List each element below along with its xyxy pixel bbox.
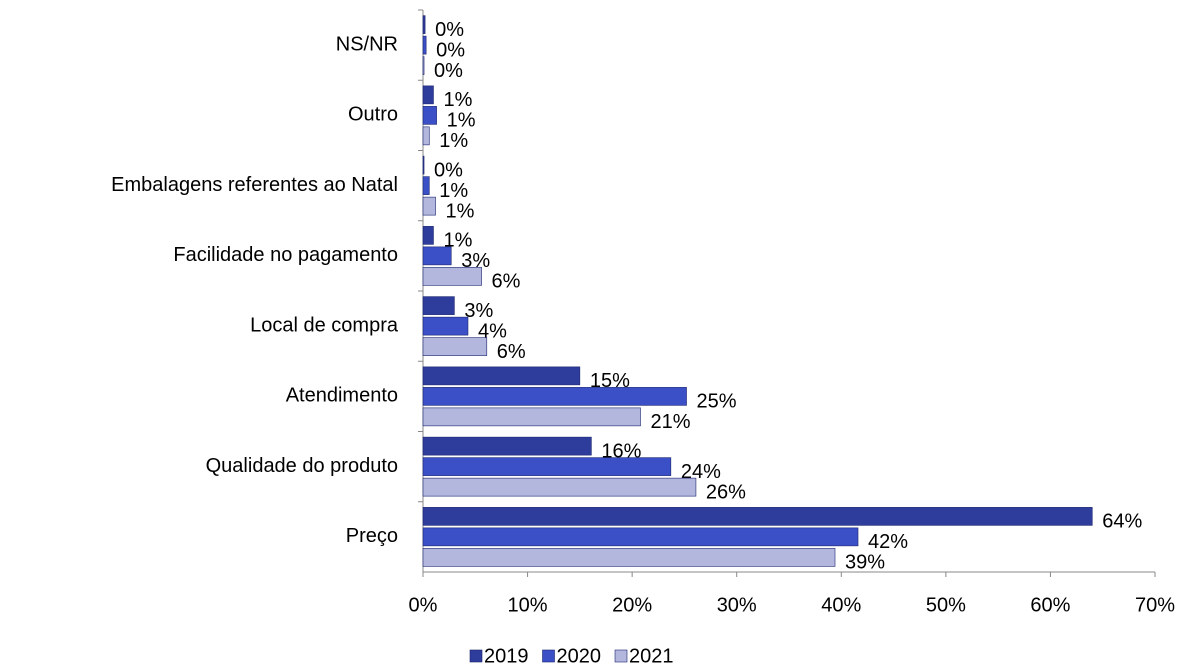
- data-label: 39%: [845, 552, 885, 574]
- bar: [422, 267, 482, 286]
- data-label: 4%: [478, 320, 507, 342]
- bar: [422, 56, 425, 75]
- data-label: 3%: [461, 250, 490, 272]
- x-tick-label: 10%: [508, 594, 548, 616]
- data-label: 0%: [434, 159, 463, 181]
- bar: [422, 106, 437, 125]
- x-tick-label: 20%: [612, 594, 652, 616]
- bar: [422, 337, 488, 356]
- y-tick-label: Preço: [346, 525, 398, 547]
- bar: [422, 507, 1093, 526]
- data-label: 6%: [497, 341, 526, 363]
- bar: [422, 457, 672, 476]
- y-tick-label: NS/NR: [336, 33, 398, 55]
- bar: [422, 387, 687, 406]
- data-label: 1%: [447, 110, 476, 132]
- y-tick-label: Atendimento: [286, 385, 398, 407]
- y-tick-label: Facilidade no pagamento: [173, 244, 398, 266]
- data-label: 6%: [492, 271, 521, 293]
- data-label: 0%: [436, 39, 465, 61]
- x-tick-label: 0%: [409, 594, 438, 616]
- data-label: 1%: [446, 200, 475, 222]
- bar: [422, 85, 434, 105]
- data-label: 1%: [443, 230, 472, 252]
- legend-label: 2021: [629, 645, 674, 667]
- x-tick-label: 60%: [1030, 594, 1070, 616]
- data-label: 42%: [868, 531, 908, 553]
- data-label: 64%: [1102, 511, 1142, 533]
- y-tick-label: Embalagens referentes ao Natal: [111, 174, 398, 196]
- bar: [422, 155, 425, 175]
- bar: [422, 527, 859, 547]
- bar: [422, 548, 836, 567]
- y-tick-label: Qualidade do produto: [206, 455, 398, 477]
- data-label: 25%: [697, 391, 737, 413]
- x-tick-label: 50%: [926, 594, 966, 616]
- data-label: 1%: [439, 130, 468, 152]
- bar: [422, 366, 581, 386]
- legend-swatch: [469, 649, 483, 663]
- y-tick-label: Outro: [348, 104, 398, 126]
- legend-label: 2020: [557, 645, 602, 667]
- bar: [422, 126, 430, 146]
- x-tick-label: 40%: [821, 594, 861, 616]
- data-label: 1%: [439, 180, 468, 202]
- data-label: 0%: [435, 19, 464, 41]
- bar: [422, 436, 592, 456]
- data-label: 1%: [443, 89, 472, 111]
- data-label: 0%: [434, 60, 463, 82]
- data-label: 24%: [681, 461, 721, 483]
- x-tick-label: 70%: [1135, 594, 1175, 616]
- bar: [422, 176, 430, 195]
- data-label: 15%: [590, 370, 630, 392]
- bar: [422, 226, 434, 245]
- data-label: 3%: [464, 300, 493, 322]
- data-label: 21%: [651, 411, 691, 433]
- x-tick-label: 30%: [717, 594, 757, 616]
- bar: [422, 15, 426, 34]
- legend-swatch: [614, 649, 628, 663]
- bar: [422, 296, 455, 315]
- bar: [422, 407, 641, 427]
- bar: [422, 246, 452, 266]
- data-label: 26%: [706, 481, 746, 503]
- data-label: 16%: [601, 440, 641, 462]
- bar: [422, 196, 436, 216]
- y-tick-label: Local de compra: [250, 314, 399, 336]
- bar: [422, 477, 697, 497]
- bar: [422, 35, 427, 55]
- bar: [422, 316, 469, 336]
- legend-swatch: [542, 649, 555, 663]
- legend-label: 2019: [484, 645, 529, 667]
